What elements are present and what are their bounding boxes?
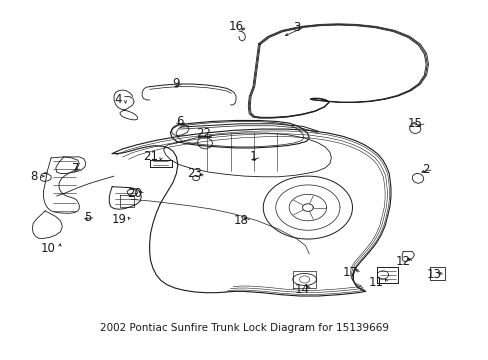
- Text: 3: 3: [293, 21, 300, 33]
- Text: 23: 23: [187, 167, 202, 180]
- Text: 14: 14: [294, 283, 308, 296]
- Text: 19: 19: [111, 213, 126, 226]
- Text: 12: 12: [395, 255, 410, 268]
- Text: 6: 6: [176, 115, 183, 128]
- Text: 13: 13: [426, 268, 441, 281]
- Text: 2: 2: [422, 163, 429, 176]
- Text: 4: 4: [114, 94, 121, 107]
- Text: 20: 20: [127, 187, 142, 200]
- Text: 17: 17: [343, 266, 357, 279]
- Text: 9: 9: [172, 77, 180, 90]
- Text: 8: 8: [31, 170, 38, 183]
- Text: 5: 5: [84, 211, 92, 224]
- Text: 16: 16: [228, 20, 243, 33]
- Text: 18: 18: [233, 214, 248, 227]
- Text: 21: 21: [142, 150, 157, 163]
- Text: 1: 1: [250, 150, 257, 163]
- Text: 7: 7: [72, 162, 79, 175]
- Text: 15: 15: [407, 117, 422, 130]
- Text: 11: 11: [367, 276, 383, 289]
- Text: 22: 22: [195, 127, 210, 140]
- Text: 2002 Pontiac Sunfire Trunk Lock Diagram for 15139669: 2002 Pontiac Sunfire Trunk Lock Diagram …: [100, 324, 388, 333]
- Text: 10: 10: [41, 242, 56, 255]
